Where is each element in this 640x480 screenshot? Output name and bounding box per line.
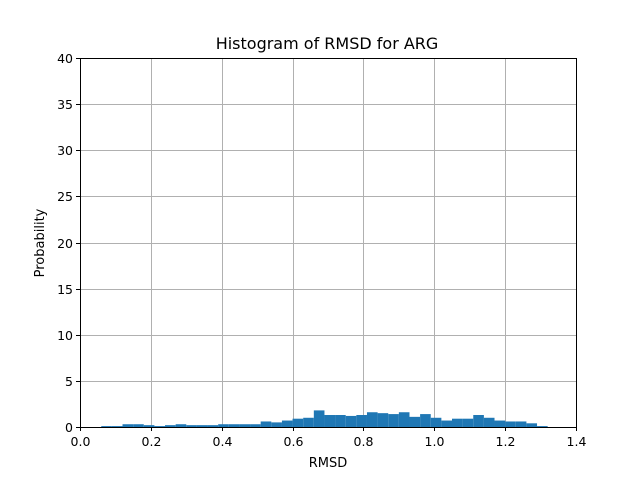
histogram-bar — [398, 412, 410, 427]
histogram-bar — [122, 424, 134, 427]
y-tick-label: 40 — [57, 51, 73, 66]
histogram-bar — [292, 418, 304, 427]
histogram-bar — [250, 424, 261, 427]
histogram-bar — [186, 425, 197, 427]
x-tick-label: 0.4 — [213, 434, 233, 449]
y-axis-label: Probability — [33, 208, 48, 277]
chart-title: Histogram of RMSD for ARG — [216, 34, 439, 53]
histogram-bar — [345, 415, 357, 427]
histogram-bar — [260, 421, 272, 427]
histogram-bar — [133, 424, 144, 427]
histogram-bar — [494, 420, 506, 427]
plot-frame — [80, 58, 577, 428]
histogram-bar — [462, 418, 474, 427]
histogram-bar — [101, 426, 112, 427]
histogram-bar — [281, 420, 293, 427]
x-tick-label: 0.6 — [284, 434, 304, 449]
histogram-bar — [218, 424, 229, 427]
histogram-bar — [165, 425, 176, 427]
histogram-bar — [228, 424, 240, 427]
histogram-bar — [239, 424, 251, 427]
y-tick-label: 35 — [57, 97, 73, 112]
histogram-bar — [303, 417, 314, 427]
y-tick-label: 10 — [57, 328, 73, 343]
histogram-bar — [143, 425, 155, 427]
histogram-bar — [196, 425, 208, 427]
y-axis-ticks: 0 5 10 15 20 25 30 35 40 — [57, 51, 80, 435]
histogram-bar — [111, 426, 123, 427]
x-tick-label: 1.2 — [496, 434, 516, 449]
histogram-bar — [515, 421, 527, 427]
histogram-bar — [207, 425, 219, 427]
x-tick-label: 0.0 — [71, 434, 91, 449]
histogram-bars — [101, 410, 548, 427]
histogram-bar — [452, 418, 463, 427]
x-tick-label: 0.2 — [142, 434, 162, 449]
y-tick-label: 0 — [65, 420, 73, 435]
y-tick-label: 20 — [57, 236, 73, 251]
histogram-bar — [356, 415, 367, 427]
histogram-bar — [505, 421, 516, 427]
histogram-bar — [409, 416, 421, 427]
histogram-bar — [537, 426, 548, 427]
histogram-bar — [366, 412, 378, 427]
grid-lines — [80, 58, 577, 428]
x-tick-label: 0.8 — [354, 434, 374, 449]
histogram-bar — [377, 413, 389, 427]
histogram-bar — [388, 414, 399, 427]
y-tick-label: 30 — [57, 143, 73, 158]
histogram-bar — [175, 424, 187, 427]
histogram-bar — [430, 417, 442, 427]
histogram-bar — [271, 422, 282, 427]
histogram-bar — [483, 417, 495, 427]
y-tick-label: 25 — [57, 189, 73, 204]
histogram-bar — [154, 426, 166, 427]
x-axis-label: RMSD — [309, 456, 348, 471]
x-tick-label: 1.4 — [567, 434, 587, 449]
histogram-bar — [335, 415, 346, 427]
histogram-bar — [441, 420, 452, 427]
histogram-bar — [473, 415, 484, 427]
x-axis-ticks: 0.0 0.2 0.4 0.6 0.8 1.0 1.2 1.4 — [71, 427, 587, 449]
x-tick-label: 1.0 — [425, 434, 445, 449]
histogram-bar — [526, 423, 538, 427]
y-tick-label: 5 — [65, 374, 73, 389]
histogram-bar — [420, 414, 431, 427]
y-tick-label: 15 — [57, 282, 73, 297]
histogram-bar — [313, 410, 325, 427]
histogram-bar — [324, 415, 336, 427]
